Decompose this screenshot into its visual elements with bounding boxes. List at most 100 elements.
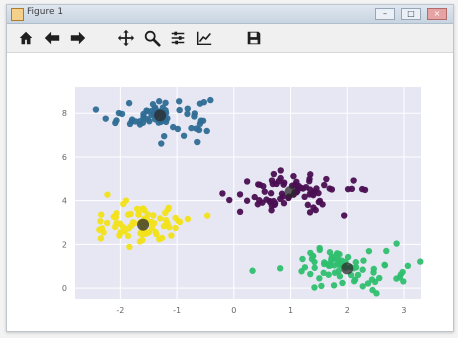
- data-point: [124, 211, 132, 218]
- data-point: [97, 235, 105, 242]
- data-point: [301, 193, 308, 201]
- data-point: [126, 243, 133, 251]
- close-button[interactable]: ×: [427, 8, 447, 20]
- data-point: [176, 106, 183, 114]
- data-point: [328, 253, 336, 260]
- x-tick-label: 1: [288, 306, 293, 315]
- pan-button[interactable]: [115, 28, 137, 48]
- data-point: [404, 262, 412, 269]
- data-point: [158, 234, 166, 242]
- forward-button[interactable]: [67, 28, 89, 48]
- data-point: [383, 247, 390, 255]
- data-point: [277, 195, 284, 203]
- data-point: [172, 224, 179, 232]
- data-point: [268, 177, 276, 184]
- data-point: [140, 115, 147, 122]
- data-point: [136, 238, 144, 245]
- subplots-button[interactable]: [167, 28, 189, 48]
- figure-icon: [11, 8, 24, 21]
- data-point: [316, 244, 323, 252]
- data-point: [236, 191, 244, 198]
- data-point: [149, 101, 157, 108]
- data-point: [350, 177, 357, 184]
- data-point: [113, 210, 120, 217]
- x-tick-label: 2: [345, 306, 350, 315]
- data-point: [243, 197, 251, 204]
- data-point: [200, 98, 208, 106]
- data-point: [146, 118, 153, 125]
- data-point: [277, 167, 284, 174]
- data-point: [361, 186, 369, 194]
- data-point: [276, 265, 284, 272]
- data-point: [354, 271, 362, 279]
- data-point: [243, 178, 251, 185]
- x-tick-label: 0: [231, 306, 236, 315]
- home-icon: [19, 31, 33, 45]
- sliders-icon: [171, 31, 185, 45]
- data-point: [104, 191, 111, 198]
- edit-axis-button[interactable]: [193, 28, 215, 48]
- home-button[interactable]: [15, 28, 37, 48]
- data-point: [255, 181, 262, 188]
- window-title: Figure 1: [27, 7, 64, 17]
- scatter-plot[interactable]: -2 -1 0 1 2 3 0 2 4 6 8: [7, 53, 453, 329]
- data-point: [325, 262, 333, 269]
- data-point: [129, 219, 137, 226]
- data-point: [371, 278, 379, 286]
- data-point: [307, 270, 314, 278]
- figure-window: Figure 1 – □ ×: [6, 4, 454, 332]
- data-point: [117, 229, 124, 236]
- data-point: [381, 262, 389, 269]
- zoom-button[interactable]: [141, 28, 163, 48]
- data-point: [299, 255, 306, 263]
- data-point: [97, 218, 104, 225]
- data-point: [312, 206, 319, 214]
- data-point: [164, 220, 171, 227]
- data-point: [304, 201, 312, 209]
- figure-toolbar: [7, 24, 453, 53]
- data-point: [280, 200, 288, 207]
- data-point: [125, 225, 132, 232]
- data-point: [334, 250, 341, 257]
- data-point: [168, 232, 175, 239]
- data-point: [140, 205, 147, 212]
- save-button[interactable]: [243, 28, 265, 48]
- maximize-button[interactable]: □: [401, 8, 421, 20]
- centroid-marker: [154, 109, 167, 122]
- data-point: [226, 196, 233, 204]
- data-point: [417, 258, 424, 265]
- data-point: [302, 183, 310, 191]
- data-point: [142, 230, 149, 238]
- data-point: [144, 211, 152, 218]
- data-point: [316, 275, 323, 282]
- data-point: [207, 96, 214, 104]
- data-point: [306, 209, 314, 216]
- data-point: [365, 247, 373, 255]
- data-point: [188, 124, 195, 132]
- arrow-left-icon: [44, 31, 60, 45]
- move-icon: [117, 29, 135, 47]
- data-point: [184, 215, 192, 223]
- data-point: [184, 110, 191, 118]
- data-point: [160, 132, 168, 140]
- data-point: [399, 268, 406, 276]
- data-point: [236, 208, 244, 216]
- data-point: [155, 98, 163, 105]
- data-point: [320, 269, 327, 277]
- data-point: [251, 193, 258, 201]
- figure-canvas[interactable]: -2 -1 0 1 2 3 0 2 4 6 8: [7, 53, 453, 331]
- window-titlebar[interactable]: Figure 1 – □ ×: [7, 5, 453, 24]
- data-point: [193, 125, 200, 132]
- minimize-button[interactable]: –: [375, 8, 395, 20]
- data-point: [203, 127, 210, 135]
- data-point: [98, 211, 105, 218]
- data-point: [273, 180, 280, 188]
- centroid-marker: [341, 262, 354, 275]
- back-button[interactable]: [41, 28, 63, 48]
- data-point: [298, 268, 305, 275]
- data-point: [325, 271, 332, 278]
- y-tick-label: 6: [62, 153, 67, 162]
- data-point: [162, 209, 169, 217]
- data-point: [344, 253, 352, 261]
- data-point: [280, 181, 287, 188]
